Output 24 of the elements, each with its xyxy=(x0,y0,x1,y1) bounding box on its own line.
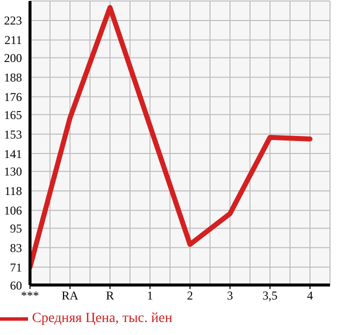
y-tick-label: 118 xyxy=(4,184,22,198)
x-tick-label: *** xyxy=(21,288,39,303)
y-tick-label: 211 xyxy=(4,33,22,48)
legend-label: Средняя Цена, тыс. йен xyxy=(32,311,172,326)
y-tick-label: 165 xyxy=(4,108,22,122)
x-tick-label: 2 xyxy=(187,288,193,303)
y-tick-label: 176 xyxy=(4,90,22,104)
x-tick-label: 3,5 xyxy=(262,288,278,303)
x-tick-label: 3 xyxy=(227,288,233,303)
x-tick-label: 1 xyxy=(147,288,153,303)
y-tick-label: 106 xyxy=(4,204,22,218)
x-tick-label: R xyxy=(106,288,114,303)
x-tick-label: RA xyxy=(62,288,79,303)
y-tick-label: 188 xyxy=(4,70,22,85)
y-tick-label: 141 xyxy=(4,146,22,161)
y-tick-label: 130 xyxy=(4,164,22,179)
y-tick-label: 200 xyxy=(4,51,22,66)
x-tick-label: 4 xyxy=(307,288,313,303)
y-tick-label: 95 xyxy=(10,221,22,236)
y-tick-label: 83 xyxy=(10,240,22,255)
y-tick-label: 153 xyxy=(4,127,22,142)
y-tick-label: 71 xyxy=(10,260,22,274)
y-tick-label: 60 xyxy=(10,278,22,292)
y-tick-label: 223 xyxy=(4,14,22,28)
